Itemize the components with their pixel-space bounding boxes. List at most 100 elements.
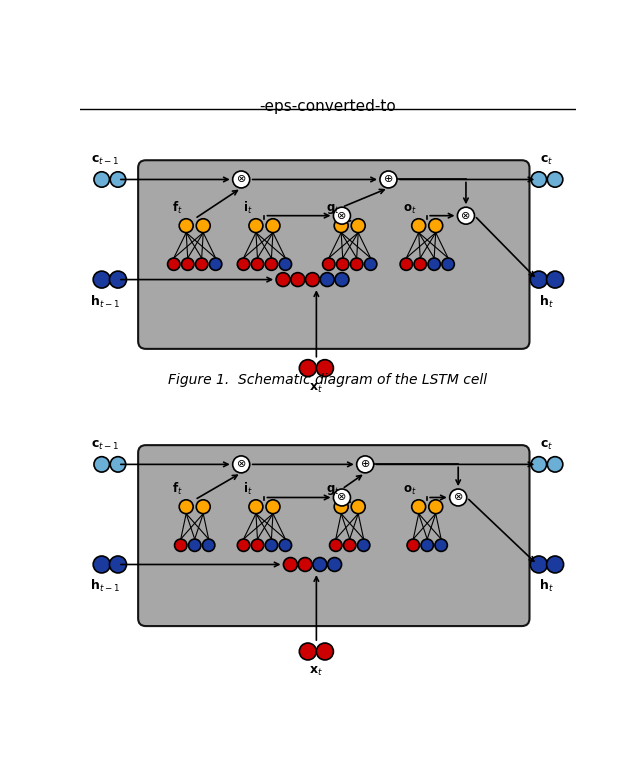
Circle shape (421, 539, 433, 552)
Circle shape (284, 558, 298, 571)
Circle shape (305, 273, 319, 287)
Circle shape (328, 558, 342, 571)
Circle shape (351, 219, 365, 232)
Circle shape (249, 500, 263, 514)
Circle shape (94, 172, 109, 187)
Circle shape (233, 171, 250, 188)
Circle shape (323, 258, 335, 270)
Circle shape (333, 207, 351, 224)
Circle shape (547, 271, 564, 288)
Text: -eps-converted-to: -eps-converted-to (260, 99, 396, 113)
Circle shape (233, 456, 250, 473)
Circle shape (428, 258, 440, 270)
Circle shape (429, 219, 443, 232)
Circle shape (110, 172, 125, 187)
Circle shape (93, 271, 110, 288)
Text: ⊗: ⊗ (337, 211, 347, 221)
Circle shape (300, 360, 316, 377)
Circle shape (344, 539, 356, 552)
Circle shape (351, 500, 365, 514)
Circle shape (195, 258, 208, 270)
Circle shape (265, 539, 278, 552)
Text: $\mathbf{g}_t$: $\mathbf{g}_t$ (326, 202, 340, 216)
Text: $\mathbf{c}_{t}$: $\mathbf{c}_{t}$ (540, 154, 553, 167)
Circle shape (109, 556, 127, 573)
FancyBboxPatch shape (138, 160, 529, 349)
Circle shape (531, 556, 547, 573)
Circle shape (179, 219, 193, 232)
Circle shape (412, 500, 426, 514)
Circle shape (313, 558, 327, 571)
Circle shape (252, 539, 264, 552)
Circle shape (291, 273, 305, 287)
Circle shape (109, 271, 127, 288)
Circle shape (175, 539, 187, 552)
Circle shape (407, 539, 419, 552)
Circle shape (196, 500, 210, 514)
Circle shape (531, 271, 547, 288)
Text: $\mathbf{x}_{t}$: $\mathbf{x}_{t}$ (309, 382, 323, 395)
Circle shape (450, 489, 467, 506)
Circle shape (110, 457, 125, 472)
Text: $\mathbf{o}_t$: $\mathbf{o}_t$ (403, 203, 417, 216)
Circle shape (316, 643, 333, 660)
Text: ⊕: ⊕ (384, 175, 393, 184)
Circle shape (202, 539, 215, 552)
Circle shape (400, 258, 412, 270)
Circle shape (458, 207, 474, 224)
Circle shape (412, 219, 426, 232)
Circle shape (298, 558, 312, 571)
Text: ⊕: ⊕ (360, 459, 370, 469)
Text: ⊗: ⊗ (454, 493, 463, 503)
Circle shape (333, 489, 351, 506)
Circle shape (237, 539, 250, 552)
Text: $\mathbf{h}_{t}$: $\mathbf{h}_{t}$ (539, 578, 554, 594)
Text: ⊗: ⊗ (337, 493, 347, 503)
Text: $\mathbf{g}_t$: $\mathbf{g}_t$ (326, 483, 340, 497)
Circle shape (252, 258, 264, 270)
Circle shape (442, 258, 454, 270)
Text: $\mathbf{c}_{t-1}$: $\mathbf{c}_{t-1}$ (91, 154, 119, 167)
Circle shape (547, 172, 563, 187)
Circle shape (279, 539, 292, 552)
Circle shape (547, 457, 563, 472)
Text: $\mathbf{h}_{t-1}$: $\mathbf{h}_{t-1}$ (90, 578, 120, 594)
Circle shape (547, 556, 564, 573)
Circle shape (414, 258, 426, 270)
Circle shape (531, 457, 547, 472)
Circle shape (209, 258, 222, 270)
Circle shape (356, 456, 374, 473)
Circle shape (94, 457, 109, 472)
Text: $\mathbf{f}_t$: $\mathbf{f}_t$ (172, 481, 183, 497)
Text: $\mathbf{x}_{t}$: $\mathbf{x}_{t}$ (309, 665, 323, 678)
Text: ⊗: ⊗ (461, 211, 470, 221)
Circle shape (334, 500, 348, 514)
Circle shape (351, 258, 363, 270)
Text: $\mathbf{c}_{t-1}$: $\mathbf{c}_{t-1}$ (91, 439, 119, 452)
Circle shape (182, 258, 194, 270)
Circle shape (276, 273, 290, 287)
Circle shape (179, 500, 193, 514)
Circle shape (334, 219, 348, 232)
Text: $\mathbf{c}_{t}$: $\mathbf{c}_{t}$ (540, 439, 553, 452)
Circle shape (320, 273, 334, 287)
Circle shape (316, 360, 333, 377)
Circle shape (249, 219, 263, 232)
Circle shape (93, 556, 110, 573)
Circle shape (380, 171, 397, 188)
Circle shape (335, 273, 349, 287)
Circle shape (358, 539, 370, 552)
Circle shape (435, 539, 447, 552)
Text: ⊗: ⊗ (237, 459, 246, 469)
Text: $\mathbf{f}_t$: $\mathbf{f}_t$ (172, 200, 183, 216)
Text: ⊗: ⊗ (237, 175, 246, 184)
Circle shape (266, 500, 280, 514)
Text: $\mathbf{o}_t$: $\mathbf{o}_t$ (403, 483, 417, 497)
Text: $\mathbf{h}_{t-1}$: $\mathbf{h}_{t-1}$ (90, 294, 120, 309)
Circle shape (330, 539, 342, 552)
Circle shape (531, 172, 547, 187)
Text: Figure 1.  Schematic diagram of the LSTM cell: Figure 1. Schematic diagram of the LSTM … (168, 373, 488, 387)
Circle shape (364, 258, 377, 270)
Circle shape (279, 258, 292, 270)
Text: $\mathbf{i}_t$: $\mathbf{i}_t$ (243, 481, 252, 497)
